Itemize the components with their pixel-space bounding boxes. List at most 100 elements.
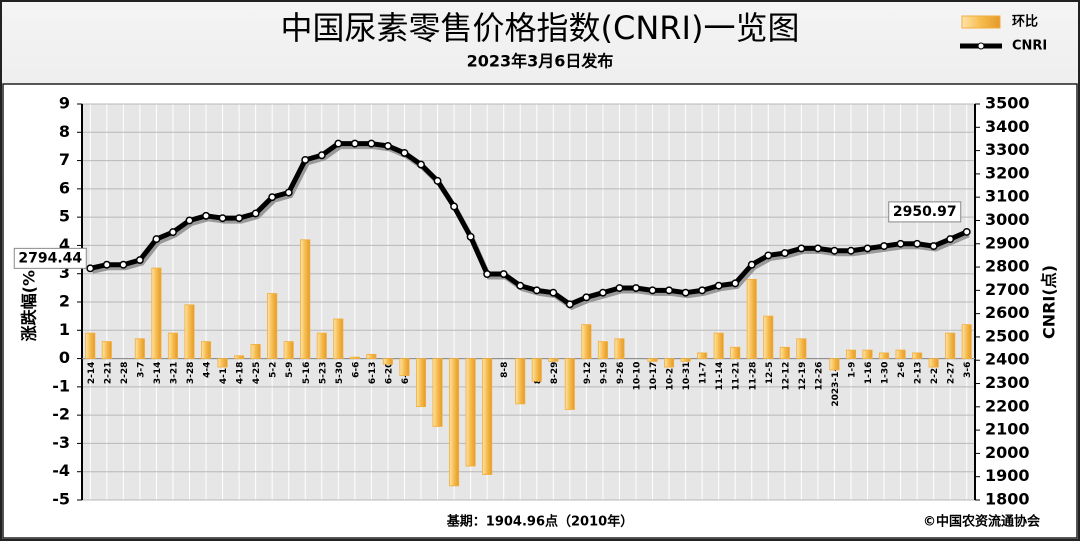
marker: [317, 151, 326, 160]
marker: [119, 260, 128, 269]
marker: [582, 293, 591, 302]
marker: [896, 239, 905, 248]
marker: [813, 244, 822, 253]
callout-box: [13, 247, 87, 269]
marker: [235, 214, 244, 223]
x-tick-label: 9-19: [599, 362, 609, 385]
y2-tick-label: 2800: [985, 257, 1030, 276]
x-tick-label: 5-23: [318, 362, 328, 385]
x-tick-label: 5-16: [302, 362, 312, 385]
x-tick-label: 10-24: [666, 362, 676, 391]
bar: [895, 349, 906, 359]
bar: [564, 358, 575, 410]
y-tick-label: 6: [59, 178, 70, 197]
bar: [928, 358, 939, 368]
bar: [730, 346, 741, 359]
y2-tick-label: 2000: [985, 443, 1030, 462]
bar: [184, 304, 195, 359]
bar: [845, 349, 857, 359]
marker: [764, 251, 773, 260]
bar: [647, 358, 658, 362]
x-tick-label: 3-14: [153, 362, 163, 385]
marker: [780, 249, 789, 258]
bar: [349, 356, 360, 359]
bar: [697, 352, 708, 359]
y-tick-label: -3: [52, 433, 70, 452]
y-tick-label: 8: [59, 122, 70, 141]
marker: [102, 260, 111, 269]
x-tick-label: 3-6: [963, 362, 973, 378]
marker: [632, 284, 640, 292]
y2-tick-label: 3100: [985, 187, 1030, 206]
marker: [847, 246, 855, 255]
y2-tick-label: 2100: [985, 420, 1030, 439]
marker: [598, 288, 607, 297]
bar: [316, 332, 327, 359]
bar: [465, 358, 476, 467]
y-tick-label: 9: [59, 94, 70, 113]
bar: [515, 358, 526, 405]
x-tick-label: 8-29: [550, 362, 560, 385]
x-tick-label: 3-28: [186, 362, 196, 385]
chart-title: 中国尿素零售价格指数(CNRI)一览图: [281, 9, 800, 47]
note: 基期：1904.96点（2010年）: [446, 514, 633, 530]
marker: [433, 176, 442, 185]
x-tick-label: 8-8: [500, 362, 510, 378]
bar: [829, 358, 840, 371]
y-tick-label: 7: [59, 150, 70, 169]
marker: [185, 216, 194, 225]
x-tick-label: 2-20: [930, 362, 940, 385]
x-tick-label: 2-21: [103, 362, 113, 385]
callout-box: [888, 201, 962, 223]
marker: [169, 228, 177, 237]
x-tick-label: 1-9: [847, 362, 857, 378]
y-tick-label: -2: [52, 405, 70, 424]
legend-label: 环比: [1012, 14, 1038, 30]
data-label: 2794.44: [18, 250, 82, 266]
bar: [597, 341, 608, 359]
marker: [880, 242, 888, 251]
marker: [929, 242, 938, 251]
x-tick-label: 6-13: [368, 362, 378, 385]
bar: [134, 338, 145, 359]
x-tick-label: 10-10: [632, 362, 642, 391]
x-tick-label: 1-30: [881, 362, 891, 385]
bar: [283, 341, 294, 359]
marker: [466, 232, 475, 241]
marker: [301, 155, 310, 164]
x-tick-label: 11-28: [748, 362, 758, 391]
y-tick-label: -4: [52, 461, 70, 480]
data-label: 2950.97: [893, 204, 957, 220]
y-tick-label: 1: [59, 320, 70, 339]
x-tick-label: 11-7: [699, 362, 709, 385]
bar: [432, 358, 443, 427]
y2-tick-label: 3400: [985, 117, 1030, 136]
bar: [912, 352, 923, 359]
bar: [763, 315, 774, 359]
marker: [516, 281, 525, 290]
bar: [531, 358, 542, 382]
x-tick-label: 9-12: [583, 362, 593, 385]
y2-tick-label: 2200: [985, 396, 1030, 415]
bar: [680, 358, 691, 362]
y-tick-label: -5: [52, 490, 70, 509]
bar: [796, 338, 807, 359]
bar: [614, 338, 625, 359]
marker: [86, 264, 95, 273]
marker: [665, 286, 674, 295]
x-tick-label: 9-26: [616, 362, 626, 385]
x-tick-label: 5-2: [269, 362, 279, 378]
marker: [863, 244, 872, 253]
x-tick-label: 12-12: [781, 362, 791, 391]
marker: [648, 286, 657, 295]
y2-tick-label: 1800: [985, 490, 1030, 509]
y-tick-label: 3: [59, 263, 70, 282]
x-tick-label: 3-21: [169, 362, 179, 385]
y2-tick-label: 1900: [985, 466, 1030, 485]
x-tick-label: 6-20: [384, 362, 394, 385]
x-tick-label: 4-18: [236, 362, 246, 385]
marker: [681, 288, 690, 297]
bar: [382, 358, 393, 365]
bar: [333, 318, 344, 359]
bar: [151, 267, 162, 359]
